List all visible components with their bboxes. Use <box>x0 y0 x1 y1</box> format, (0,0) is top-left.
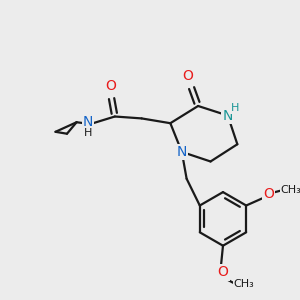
Text: H: H <box>84 128 92 138</box>
Text: N: N <box>83 115 93 129</box>
Text: N: N <box>223 109 233 122</box>
Text: O: O <box>263 187 274 201</box>
Text: H: H <box>231 103 240 113</box>
Text: CH₃: CH₃ <box>234 279 254 289</box>
Text: O: O <box>218 266 228 280</box>
Text: N: N <box>177 145 187 159</box>
Text: O: O <box>106 79 116 93</box>
Text: O: O <box>182 69 193 83</box>
Text: CH₃: CH₃ <box>281 185 300 195</box>
